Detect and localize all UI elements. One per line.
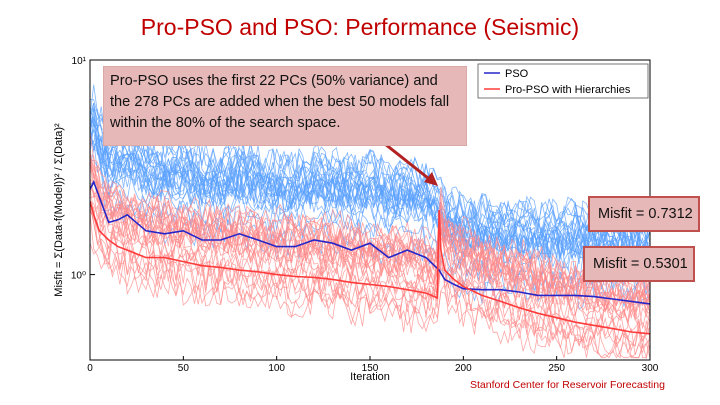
pso-ensemble-trace	[90, 126, 650, 268]
propso-ensemble-trace	[90, 164, 650, 302]
x-tick-label: 0	[87, 363, 93, 374]
legend-label-pso: PSO	[505, 68, 529, 80]
x-axis: 0 50 100 150 200 250 300	[87, 356, 659, 374]
propso-ensemble-trace	[90, 187, 650, 314]
series-line-pso	[90, 180, 650, 305]
callout-main: Pro-PSO uses the first 22 PCs (50% varia…	[103, 66, 467, 146]
propso-ensemble-trace	[90, 195, 650, 333]
propso-ensemble-trace	[90, 131, 650, 291]
data-lines	[90, 180, 650, 335]
y-axis-label: Misfit = Σ(Data-f(Model))² / Σ(Data)²	[53, 123, 65, 297]
slide-title: Pro-PSO and PSO: Performance (Seismic)	[140, 14, 580, 40]
callout-misfit-propso: Misfit = 0.5301	[583, 246, 695, 282]
legend: PSO Pro-PSO with Hierarchies	[477, 63, 649, 99]
pso-ensemble-trace	[90, 129, 650, 261]
propso-ensemble-trace	[90, 211, 650, 356]
propso-ensemble-trace	[90, 186, 650, 331]
x-tick-label: 250	[548, 363, 565, 374]
x-tick-label: 100	[268, 363, 285, 374]
y-axis: 10⁰ 10¹	[71, 56, 95, 282]
x-tick-label: 150	[362, 363, 379, 374]
callout-arrow-shaft	[379, 138, 434, 184]
x-tick-label: 200	[455, 363, 472, 374]
pso-ensemble-trace	[90, 148, 650, 295]
propso-ensemble-trace	[90, 155, 650, 302]
propso-ensemble-trace	[90, 180, 650, 319]
pso-ensemble-trace	[90, 114, 650, 257]
credit-footer: Stanford Center for Reservoir Forecastin…	[470, 379, 665, 391]
legend-label-propso: Pro-PSO with Hierarchies	[505, 84, 631, 96]
x-tick-label: 300	[642, 363, 659, 374]
y-tick-label: 10¹	[72, 56, 87, 67]
callout-arrow-head	[424, 172, 438, 186]
propso-ensemble-trace	[90, 148, 650, 303]
propso-ensemble-trace	[90, 213, 650, 360]
propso-ensemble-trace	[90, 240, 650, 359]
pso-ensemble-trace	[90, 117, 650, 251]
data-bands	[90, 84, 650, 360]
pso-ensemble-trace	[90, 142, 650, 275]
callout-misfit-pso: Misfit = 0.7312	[588, 196, 700, 232]
x-tick-label: 50	[178, 363, 190, 374]
series-line-propso	[90, 200, 650, 335]
legend-box	[477, 63, 649, 99]
y-tick-label: 10⁰	[71, 271, 86, 282]
x-axis-label: Iteration	[350, 371, 390, 383]
propso-ensemble-trace	[90, 160, 650, 320]
propso-ensemble-trace	[90, 211, 650, 359]
